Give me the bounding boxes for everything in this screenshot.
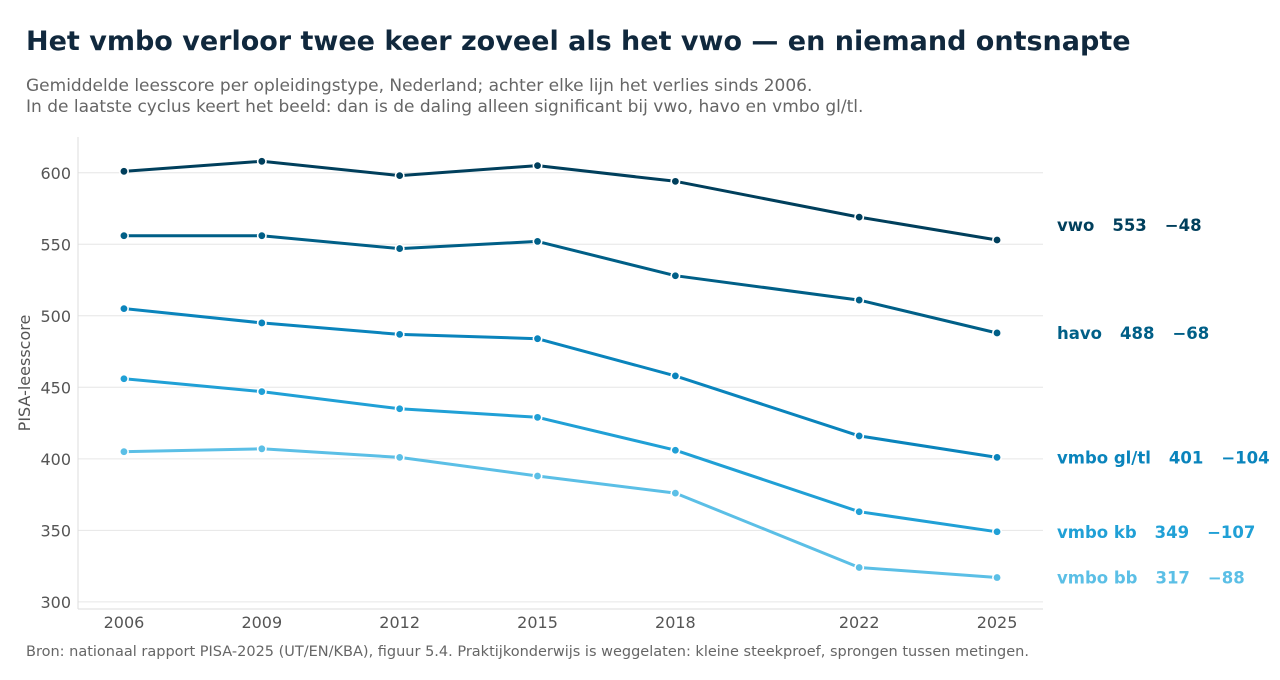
data-point-havo (118, 230, 129, 241)
x-tick-label: 2006 (104, 613, 145, 632)
end-label-value: 317 (1155, 569, 1189, 588)
data-point-vwo (670, 176, 681, 187)
end-label-value: 401 (1169, 448, 1203, 467)
x-tick-label: 2022 (839, 613, 880, 632)
end-label-havo: havo 488 −68 (1057, 324, 1209, 343)
data-point-havo (256, 230, 267, 241)
x-tick-label: 2018 (655, 613, 696, 632)
end-label-change: −48 (1165, 216, 1202, 235)
y-tick-label: 400 (40, 450, 71, 469)
series-vmbo-bb (118, 443, 1003, 583)
x-tick-label: 2012 (379, 613, 420, 632)
x-tick-label: 2009 (241, 613, 282, 632)
data-point-havo (854, 295, 865, 306)
data-point-vmbo-gl-tl (394, 329, 405, 340)
end-label-name: vmbo bb (1057, 569, 1138, 588)
data-point-havo (670, 270, 681, 281)
data-point-vwo (992, 234, 1003, 245)
data-point-vwo (532, 160, 543, 171)
end-label-vmbo-gl-tl: vmbo gl/tl 401 −104 (1057, 448, 1270, 467)
y-axis-label: PISA-leesscore (15, 315, 34, 432)
end-label-vmbo-kb: vmbo kb 349 −107 (1057, 523, 1255, 542)
data-point-vmbo-gl-tl (670, 370, 681, 381)
data-point-vmbo-gl-tl (532, 333, 543, 344)
data-point-vmbo-bb (854, 562, 865, 573)
data-point-vmbo-bb (394, 452, 405, 463)
end-label-vmbo-bb: vmbo bb 317 −88 (1057, 569, 1245, 588)
series-havo (118, 230, 1003, 338)
gridlines (78, 172, 1043, 603)
end-label-name: vmbo kb (1057, 523, 1137, 542)
data-point-vwo (118, 166, 129, 177)
data-point-vwo (256, 156, 267, 167)
data-point-vmbo-kb (854, 506, 865, 517)
data-point-vmbo-gl-tl (992, 452, 1003, 463)
axes: 300 350 400 450 500 550 600 2006 2009 2012 2015 201… (15, 137, 1043, 632)
data-point-vmbo-gl-tl (256, 317, 267, 328)
end-label-change: −104 (1221, 448, 1269, 467)
subtitle-line-2: In de laatste cyclus keert het beeld: da… (26, 97, 864, 117)
data-point-havo (992, 327, 1003, 338)
end-label-name: vmbo gl/tl (1057, 448, 1151, 467)
data-point-vmbo-kb (118, 373, 129, 384)
series-vmbo-kb (118, 373, 1003, 537)
end-label-name: havo (1057, 324, 1102, 343)
data-point-havo (394, 243, 405, 254)
data-point-vmbo-bb (532, 470, 543, 481)
data-point-vmbo-kb (256, 386, 267, 397)
y-tick-label: 300 (40, 593, 71, 612)
end-label-vwo: vwo 553 −48 (1057, 216, 1202, 235)
chart-subtitle: Gemiddelde leesscore per opleidingstype,… (26, 76, 863, 118)
end-label-change: −88 (1208, 569, 1245, 588)
series-lines (118, 156, 1003, 583)
series-vwo (118, 156, 1003, 245)
series-vmbo-gl-tl (118, 303, 1003, 463)
end-label-name: vwo (1057, 216, 1094, 235)
y-tick-label: 450 (40, 378, 71, 397)
data-point-vwo (854, 212, 865, 223)
series-line-vmbo-kb (122, 377, 999, 534)
source-note: Bron: nationaal rapport PISA-2025 (UT/EN… (26, 644, 1029, 660)
end-label-value: 349 (1155, 523, 1189, 542)
data-point-vmbo-bb (992, 572, 1003, 583)
data-point-vmbo-kb (992, 526, 1003, 537)
data-point-vwo (394, 170, 405, 181)
data-point-vmbo-kb (532, 412, 543, 423)
y-tick-label: 350 (40, 521, 71, 540)
end-label-change: −107 (1207, 523, 1255, 542)
x-tick-label: 2025 (977, 613, 1018, 632)
subtitle-line-1: Gemiddelde leesscore per opleidingstype,… (26, 76, 813, 96)
y-tick-label: 500 (40, 307, 71, 326)
data-point-vmbo-kb (394, 403, 405, 414)
data-point-vmbo-bb (118, 446, 129, 457)
end-label-change: −68 (1172, 324, 1209, 343)
data-point-vmbo-kb (670, 445, 681, 456)
x-tick-label: 2015 (517, 613, 558, 632)
end-label-value: 553 (1112, 216, 1146, 235)
data-point-vmbo-gl-tl (118, 303, 129, 314)
data-point-vmbo-bb (670, 488, 681, 499)
chart-title: Het vmbo verloor twee keer zoveel als he… (26, 26, 1131, 57)
series-line-havo (122, 234, 999, 335)
series-line-vmbo-gl-tl (122, 307, 999, 459)
data-point-vmbo-bb (256, 443, 267, 454)
end-label-value: 488 (1120, 324, 1154, 343)
data-point-havo (532, 236, 543, 247)
y-tick-label: 600 (40, 164, 71, 183)
data-point-vmbo-gl-tl (854, 430, 865, 441)
y-tick-label: 550 (40, 235, 71, 254)
